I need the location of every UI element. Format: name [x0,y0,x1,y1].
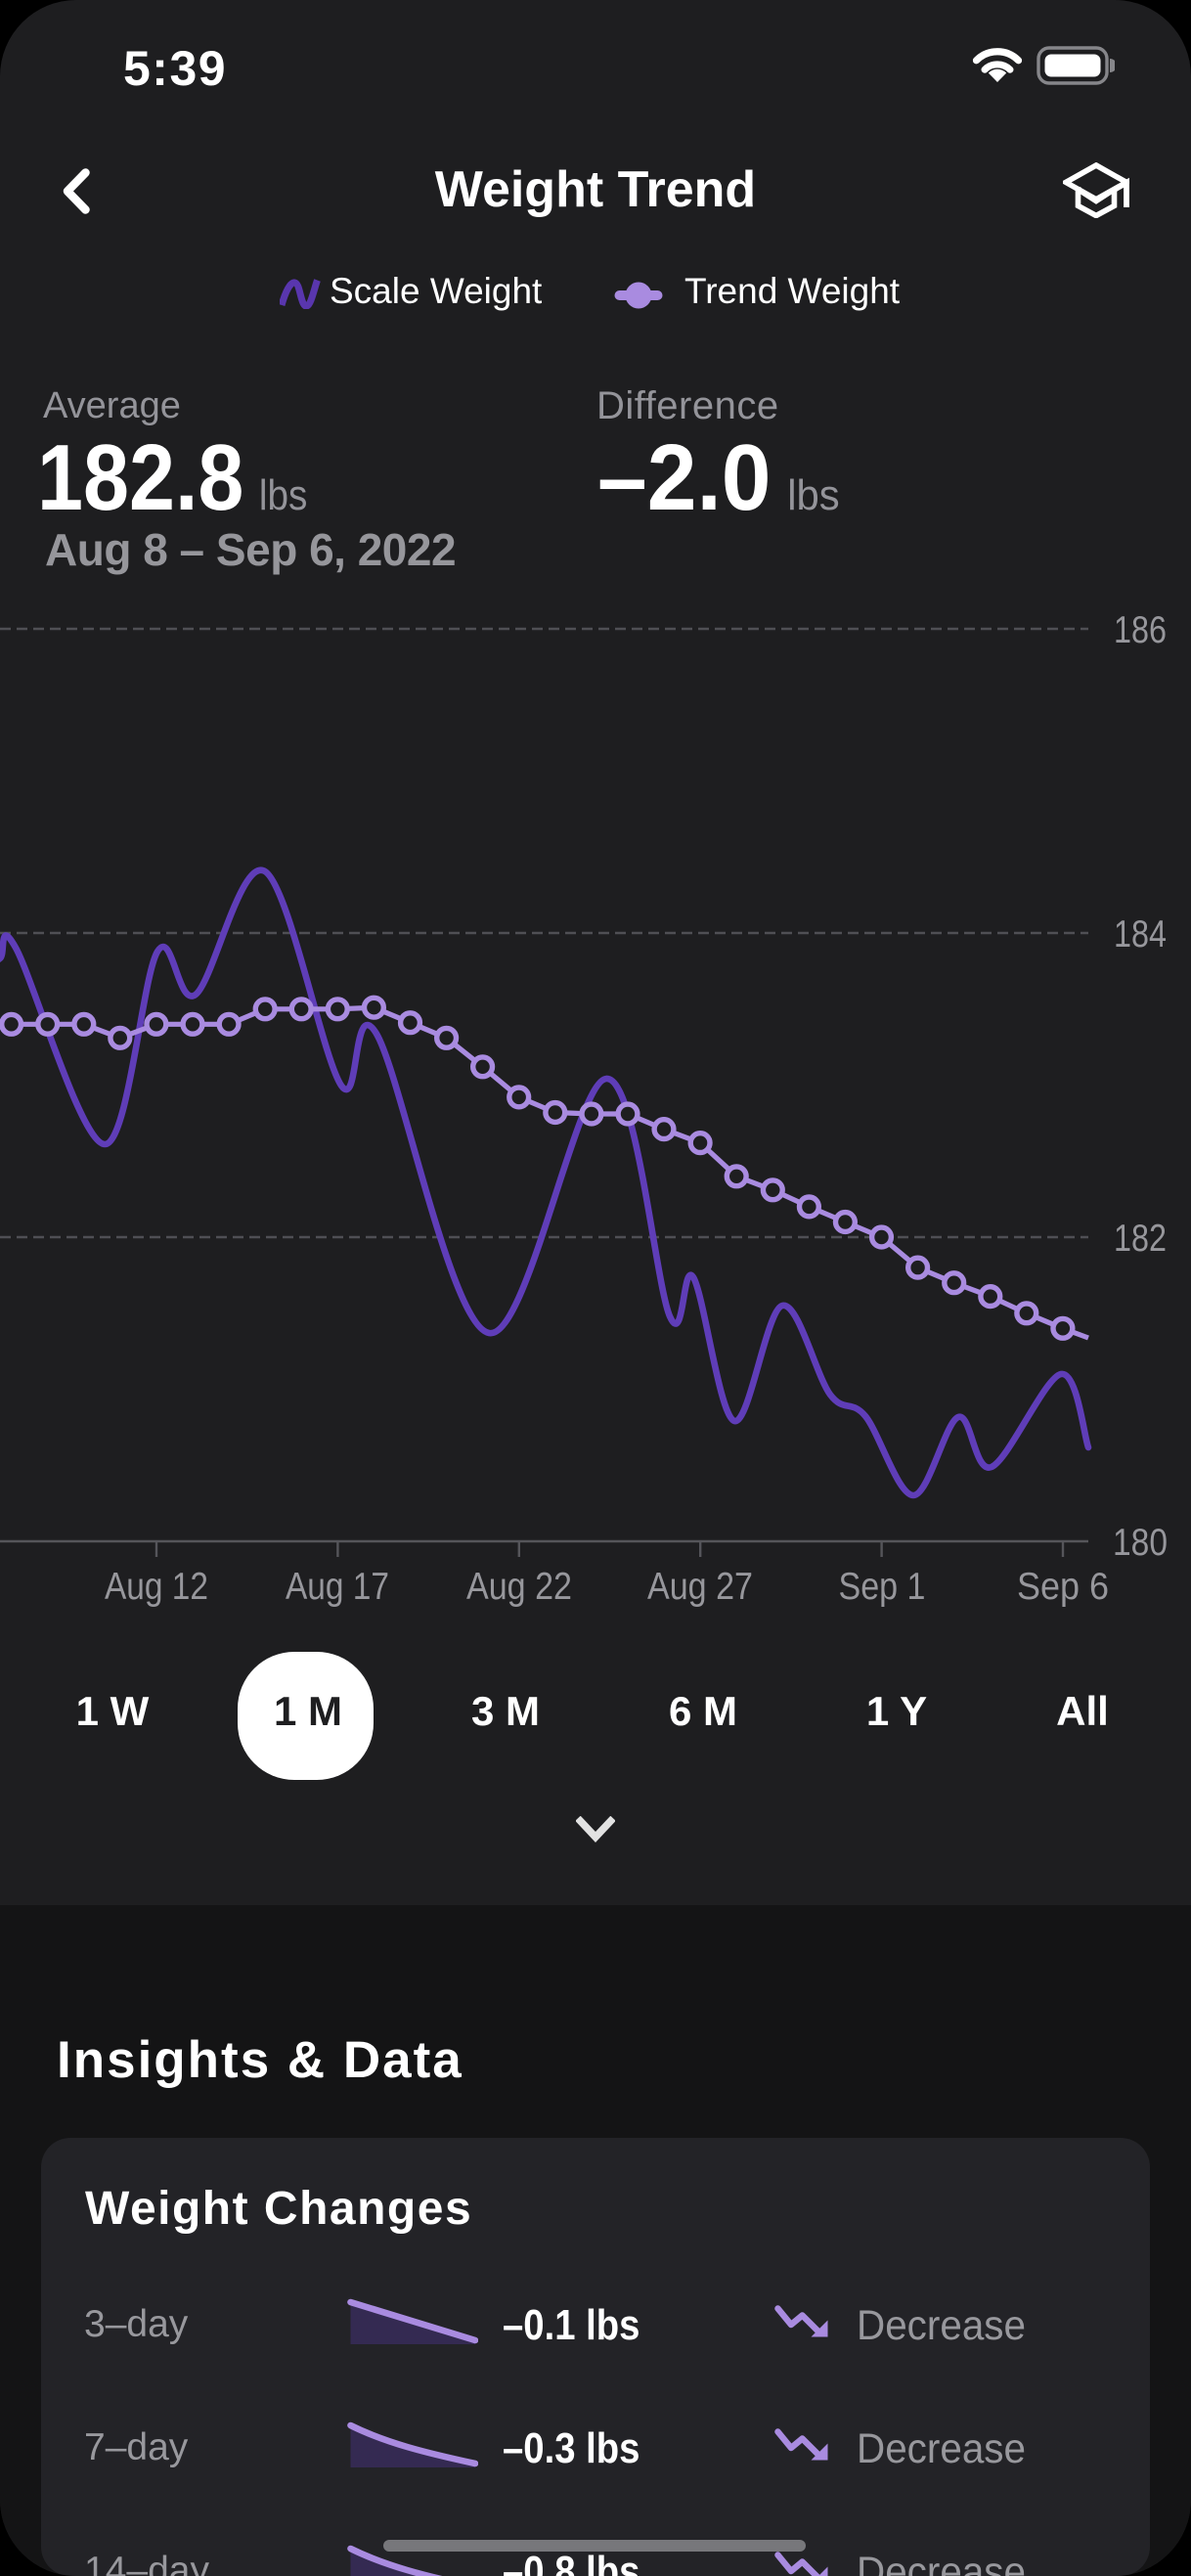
svg-text:180: 180 [1113,1522,1168,1564]
svg-text:184: 184 [1114,913,1167,955]
svg-text:186: 186 [1114,609,1167,651]
svg-text:Aug 17: Aug 17 [286,1566,389,1608]
svg-text:182: 182 [1114,1218,1167,1260]
svg-text:Aug 27: Aug 27 [647,1566,753,1608]
svg-text:Aug 12: Aug 12 [105,1566,208,1608]
svg-text:Sep 6: Sep 6 [1017,1566,1109,1608]
svg-text:Aug 22: Aug 22 [466,1566,572,1608]
svg-text:Sep 1: Sep 1 [839,1566,926,1608]
